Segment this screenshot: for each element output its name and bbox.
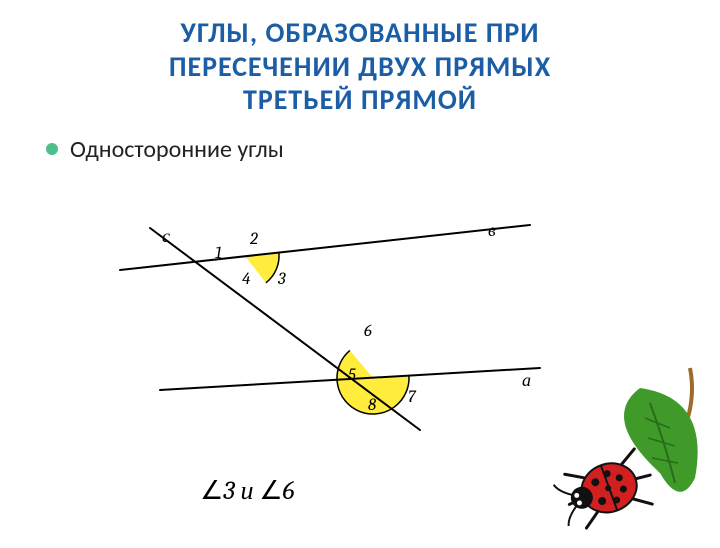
title-line-3: ТРЕТЬЕЙ ПРЯМОЙ [0, 83, 720, 117]
num-label-8: 8 [368, 396, 376, 415]
line-label-в: в [488, 220, 496, 241]
subtitle-text: Односторонние углы [70, 135, 284, 164]
angle-symbol-1: ∠ [200, 476, 223, 506]
num-label-1: 1 [215, 244, 222, 263]
title-line-2: ПЕРЕСЕЧЕНИИ ДВУХ ПРЯМЫХ [0, 50, 720, 84]
line-label-с: с [162, 226, 170, 247]
title-line-1: УГЛЫ, ОБРАЗОВАННЫЕ ПРИ [0, 16, 720, 50]
num-label-7: 7 [408, 388, 417, 407]
angle-label-6: 6 [364, 322, 372, 341]
slide-title: УГЛЫ, ОБРАЗОВАННЫЕ ПРИ ПЕРЕСЕЧЕНИИ ДВУХ … [0, 0, 720, 117]
num-label-4: 4 [242, 270, 251, 289]
angle-label-3: 3 [277, 270, 286, 289]
subtitle-row: Односторонние углы [46, 135, 720, 164]
num-label-2: 2 [249, 230, 258, 249]
bullet-icon [46, 143, 58, 155]
conj-mid: и [235, 476, 259, 506]
ladybug-icon [540, 358, 720, 548]
num-label-5: 5 [348, 366, 356, 385]
angle-symbol-2: ∠ [259, 476, 282, 506]
ladybug-body [552, 447, 660, 534]
line-label-а: а [522, 370, 531, 391]
conclusion-text: ∠3 и ∠6 [200, 476, 294, 506]
angle-num-b: 6 [283, 476, 295, 506]
angles-diagram: 3 6 1 2 4 5 7 8 с в а [90, 210, 570, 440]
line-trans [150, 228, 420, 430]
angle-num-a: 3 [223, 476, 234, 506]
line-c_b [120, 225, 530, 270]
